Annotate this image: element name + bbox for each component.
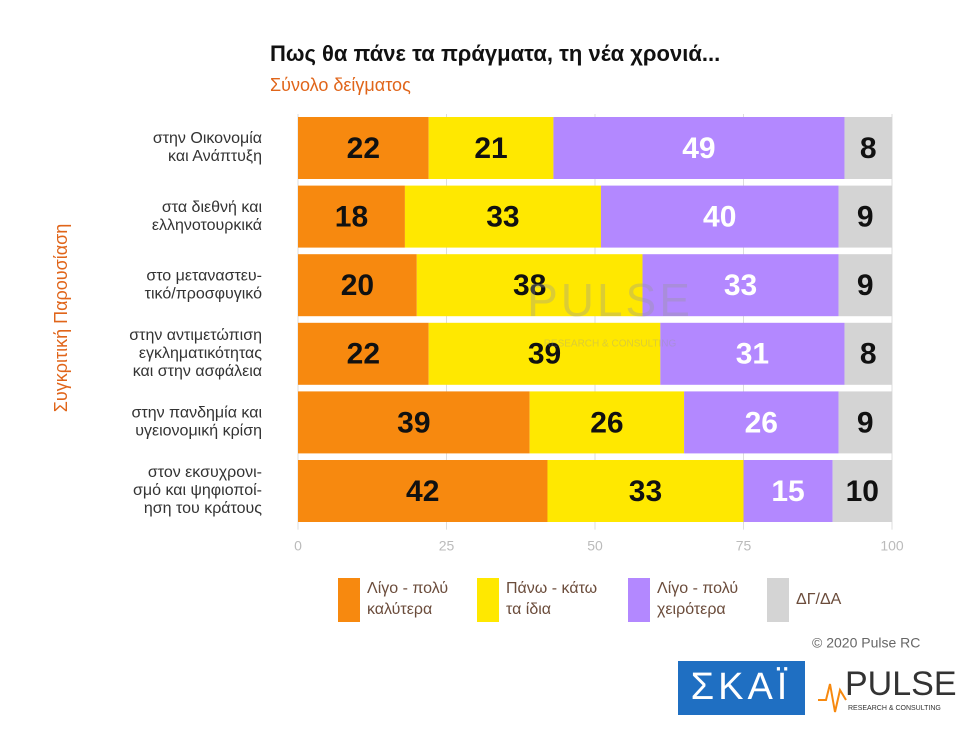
value-label: 49 — [682, 132, 715, 165]
bar-segment — [684, 391, 839, 454]
category-label: και στην ασφάλεια — [133, 363, 262, 380]
watermark-sub: RESEARCH & CONSULTING — [544, 339, 677, 350]
legend-item: ΔΓ/ΔΑ — [767, 578, 896, 622]
category-label: και Ανάπτυξη — [168, 148, 262, 165]
legend-item: Λίγο - πολύ χειρότερα — [628, 578, 757, 622]
bar-segment — [642, 254, 839, 317]
skai-logo: ΣΚΑΪ — [691, 666, 792, 708]
bar-segment — [529, 391, 685, 454]
copyright: © 2020 Pulse RC — [812, 635, 920, 651]
value-label: 9 — [857, 201, 874, 234]
value-label: 39 — [397, 406, 430, 439]
bars: 22 21 49 8 18 33 40 9 20 38 33 9 22 39 31 8 39 26 26 9 42 33 1… — [298, 117, 892, 522]
watermark: PULSE RESEARCH & CONSULTING — [527, 274, 693, 350]
value-label: 33 — [629, 475, 662, 508]
legend-item: Πάνω - κάτω τα ίδια — [477, 578, 606, 622]
x-tick-label: 0 — [294, 538, 302, 554]
bar-segment — [298, 460, 548, 522]
category-label: στην αντιμετώπιση — [129, 327, 262, 344]
bar-segment — [298, 254, 417, 317]
bar-segment — [298, 391, 530, 454]
value-label: 20 — [341, 269, 374, 302]
value-label: 38 — [513, 269, 546, 302]
legend-swatch — [767, 578, 789, 622]
value-label: 10 — [846, 475, 879, 508]
chart-subtitle: Σύνολο δείγματος — [270, 75, 411, 95]
legend-label: ΔΓ/ΔΑ — [796, 591, 842, 608]
x-tick-label: 100 — [880, 538, 904, 554]
bar-segment — [404, 185, 601, 248]
category-label: τικό/προσφυγικό — [145, 285, 262, 302]
category-label: στον εκσυχρονι- — [148, 464, 262, 481]
legend-swatch — [628, 578, 650, 622]
value-label: 26 — [590, 406, 623, 439]
legend-swatch — [477, 578, 499, 622]
bar-segment — [298, 185, 405, 248]
legend-swatch — [338, 578, 360, 622]
legend-label: Λίγο - πολύ χειρότερα — [657, 580, 739, 618]
bar-segment — [416, 254, 643, 317]
value-label: 9 — [857, 269, 874, 302]
bar-segment — [844, 322, 892, 385]
pulse-logo: PULSE — [845, 665, 957, 703]
value-label: 40 — [703, 201, 736, 234]
value-label: 39 — [528, 338, 561, 371]
pulse-logo-wave — [818, 683, 847, 713]
value-label: 8 — [860, 132, 877, 165]
skai-logo-box — [678, 661, 805, 715]
x-tick-label: 75 — [736, 538, 752, 554]
x-tick-label: 50 — [587, 538, 603, 554]
bar-segment — [838, 254, 892, 317]
value-label: 26 — [745, 406, 778, 439]
bar-segment — [298, 117, 429, 179]
category-label: στην πανδημία και — [132, 405, 263, 422]
bar-segment — [553, 117, 845, 179]
bar-segment — [547, 460, 744, 522]
legend-item: Λίγο - πολύ καλύτερα — [338, 578, 467, 622]
category-label: ηση του κράτους — [144, 500, 262, 517]
value-label: 15 — [771, 475, 804, 508]
value-label: 22 — [347, 132, 380, 165]
category-label: στα διεθνή και — [162, 199, 263, 216]
legend-label: Πάνω - κάτω τα ίδια — [506, 580, 598, 618]
bar-segment — [428, 322, 661, 385]
category-label: ελληνοτουρκικά — [152, 217, 262, 234]
value-label: 33 — [724, 269, 757, 302]
category-label: σμό και ψηφιοποί- — [133, 482, 262, 499]
bar-segment — [844, 117, 892, 179]
bar-segment — [298, 322, 429, 385]
bar-segment — [428, 117, 554, 179]
value-label: 9 — [857, 406, 874, 439]
x-tick-label: 25 — [439, 538, 455, 554]
value-label: 33 — [486, 201, 519, 234]
watermark-text: PULSE — [527, 274, 693, 326]
chart-title: Πως θα πάνε τα πράγματα, τη νέα χρονιά..… — [270, 41, 720, 66]
y-axis-label: Συγκριτική Παρουσίαση — [51, 224, 71, 412]
value-label: 42 — [406, 475, 439, 508]
category-label: εγκληματικότητας — [139, 345, 262, 362]
value-label: 22 — [347, 338, 380, 371]
bar-segment — [832, 460, 892, 522]
legend-label: Λίγο - πολύ καλύτερα — [367, 580, 449, 618]
bar-segment — [660, 322, 845, 385]
bar-segment — [838, 391, 892, 454]
value-label: 21 — [474, 132, 507, 165]
value-label: 8 — [860, 338, 877, 371]
value-label: 31 — [736, 338, 769, 371]
bar-segment — [838, 185, 892, 248]
category-label: υγειονομική κρίση — [135, 423, 262, 440]
bar-segment — [743, 460, 833, 522]
category-label: στο μεταναστευ- — [146, 267, 262, 284]
pulse-logo-sub: RESEARCH & CONSULTING — [848, 705, 941, 712]
category-label: στην Οικονομία — [153, 130, 262, 147]
value-label: 18 — [335, 201, 368, 234]
bar-segment — [600, 185, 839, 248]
